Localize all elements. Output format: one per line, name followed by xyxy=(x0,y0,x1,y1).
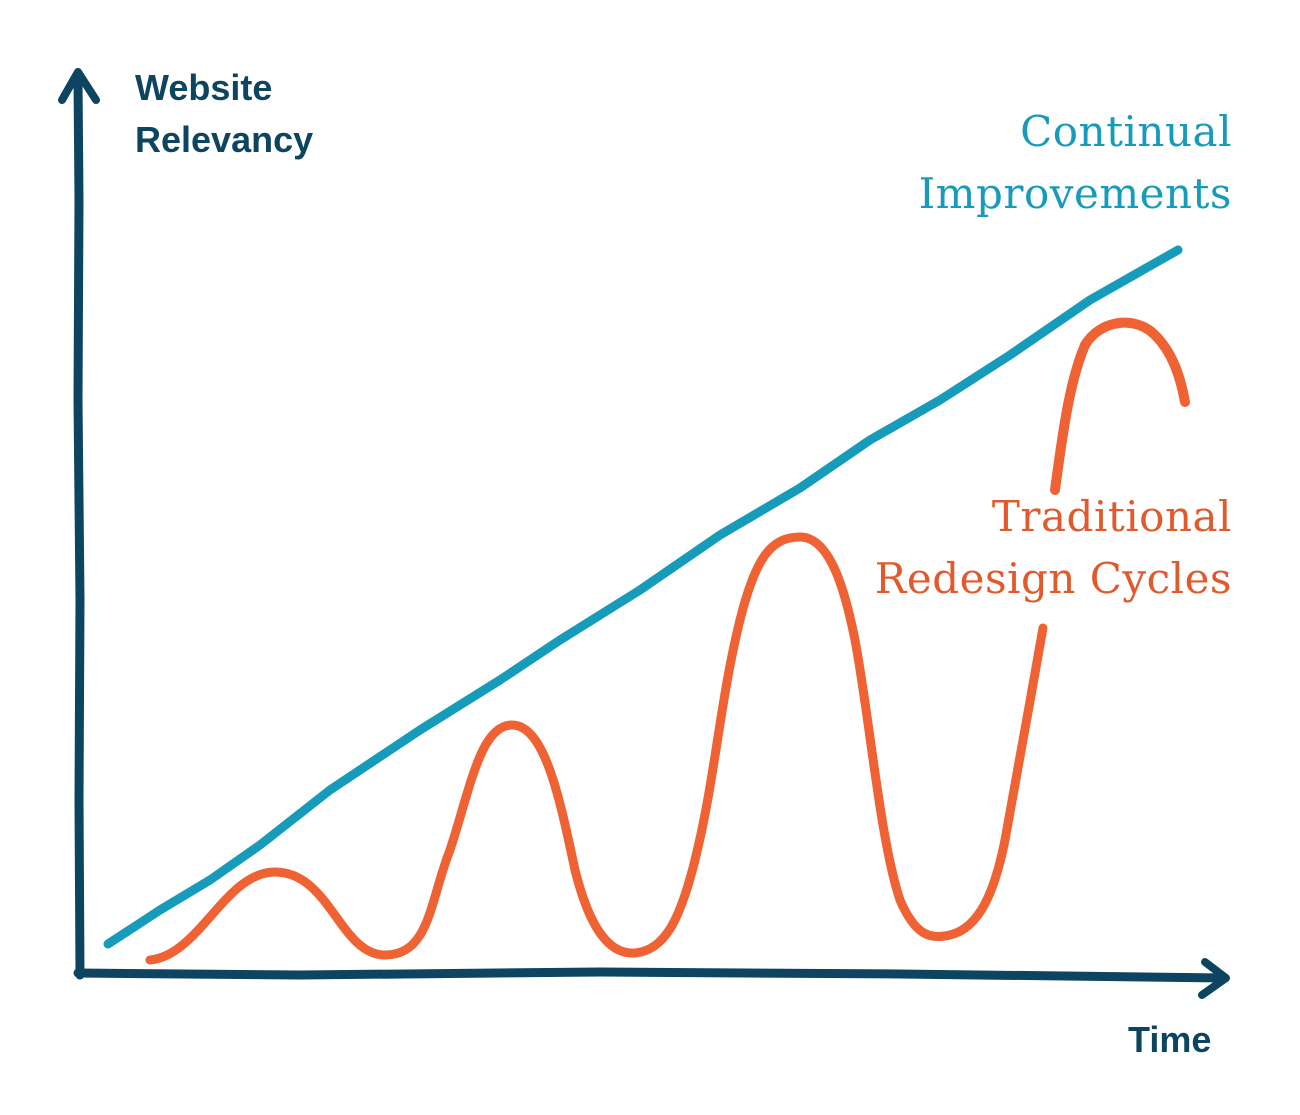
y-axis-label: Website Relevancy xyxy=(135,62,355,166)
traditional-redesign-label-text: Traditional Redesign Cycles xyxy=(874,492,1232,603)
traditional-redesign-curve xyxy=(145,532,1048,965)
x-axis-label: Time xyxy=(1128,1019,1212,1060)
continual-improvements-label: Continual Improvements xyxy=(912,101,1232,225)
traditional-redesign-curve-peak xyxy=(1050,317,1190,495)
x-axis-arrow-icon xyxy=(1198,958,1230,999)
continual-improvements-line xyxy=(103,245,1183,949)
y-axis-label-text: Website Relevancy xyxy=(135,67,314,160)
y-axis-line xyxy=(73,75,85,980)
continual-improvements-label-text: Continual Improvements xyxy=(918,107,1232,218)
traditional-redesign-label: Traditional Redesign Cycles xyxy=(872,486,1232,610)
y-axis-arrow-icon xyxy=(58,68,100,104)
x-axis-line xyxy=(73,967,1230,983)
